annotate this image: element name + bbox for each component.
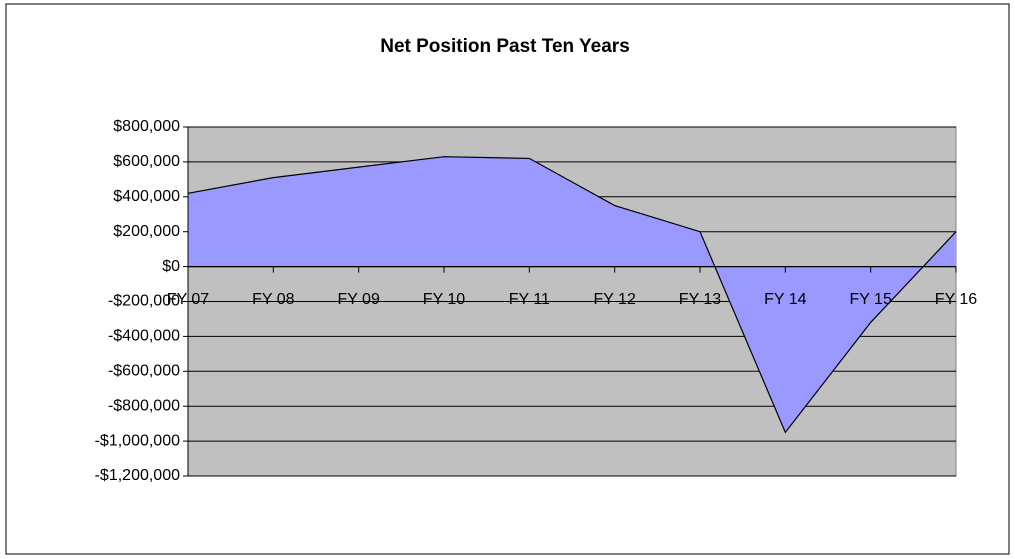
- y-tick-label: -$200,000: [108, 293, 180, 310]
- y-tick-label: -$1,200,000: [95, 467, 181, 484]
- y-tick-label: $800,000: [113, 118, 180, 135]
- x-tick-label: FY 15: [849, 291, 892, 308]
- x-tick-label: FY 08: [252, 291, 295, 308]
- y-tick-label: $600,000: [113, 153, 180, 170]
- area: [188, 156, 956, 433]
- area-outline: [187, 156, 957, 434]
- y-tick-label: $400,000: [113, 188, 180, 205]
- x-tick-label: FY 14: [764, 291, 807, 308]
- y-tick-label: -$800,000: [108, 397, 180, 414]
- x-tick-label: FY 11: [509, 291, 550, 308]
- y-tick-label: -$1,000,000: [95, 432, 181, 449]
- x-tick-label: FY 10: [423, 291, 466, 308]
- x-tick-label: FY 16: [935, 291, 978, 308]
- chart-title: Net Position Past Ten Years: [380, 36, 630, 57]
- y-tick-label: -$400,000: [108, 328, 180, 345]
- x-tick-label: FY 13: [679, 291, 722, 308]
- x-tick-label: FY 09: [337, 291, 380, 308]
- x-tick-label: FY 07: [167, 291, 210, 308]
- y-tick-label: $0: [162, 258, 180, 275]
- x-tick-label: FY 12: [593, 291, 636, 308]
- y-tick-label: $200,000: [113, 223, 180, 240]
- y-tick-label: -$600,000: [108, 363, 180, 380]
